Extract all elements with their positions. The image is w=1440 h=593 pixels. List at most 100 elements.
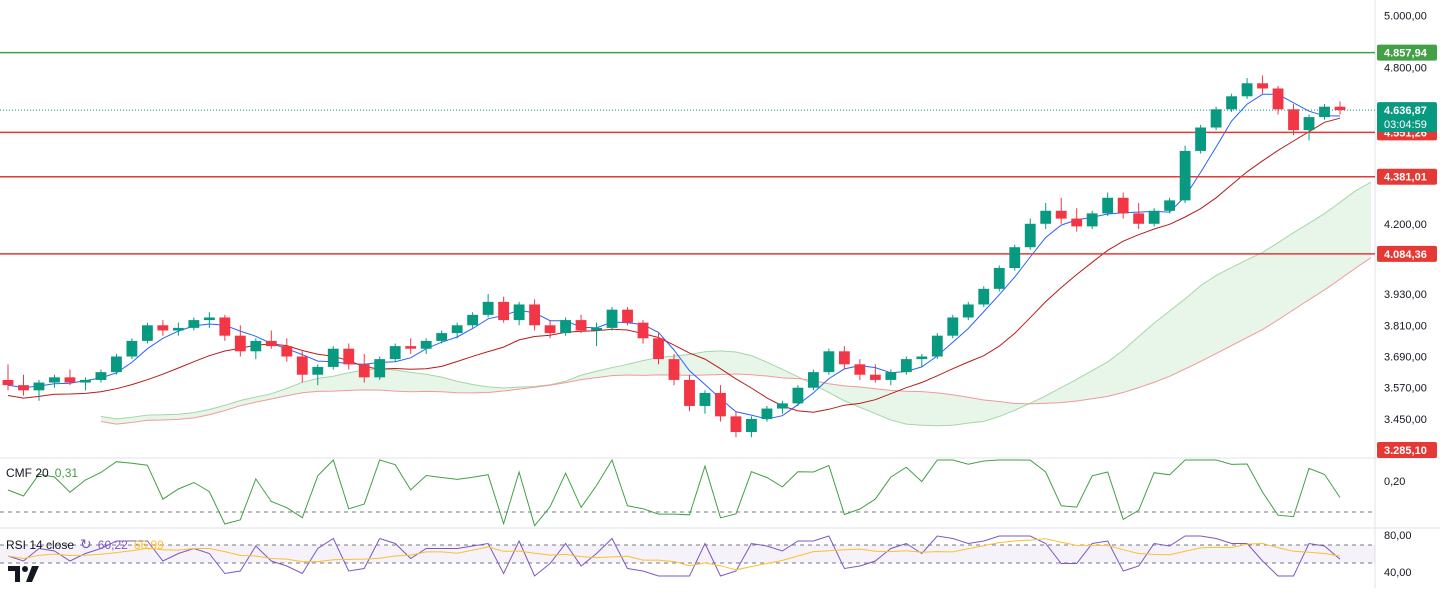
candle-body bbox=[95, 372, 107, 380]
candle-body bbox=[296, 356, 308, 375]
candle-body bbox=[1272, 88, 1284, 110]
candle-body bbox=[699, 392, 711, 406]
candle-body bbox=[916, 356, 928, 360]
candle-body bbox=[219, 317, 231, 336]
candle-body bbox=[80, 379, 91, 383]
candle-body bbox=[653, 338, 664, 360]
candle-body bbox=[900, 359, 912, 373]
candle-body bbox=[1040, 210, 1052, 224]
price-tick-label: 4.800,00 bbox=[1384, 63, 1427, 75]
cmf-title: CMF 20 bbox=[6, 466, 49, 480]
candle-body bbox=[823, 351, 835, 373]
candle-body bbox=[110, 356, 122, 373]
candle-body bbox=[947, 317, 959, 336]
candle-body bbox=[838, 351, 850, 365]
rsi-legend: RSI 14 close ↻ 60,22 66,99 bbox=[6, 536, 164, 553]
candle-body bbox=[2, 379, 14, 386]
rsi-ma-value: 66,99 bbox=[133, 537, 164, 552]
cmf-tick-label: 0,20 bbox=[1384, 476, 1405, 488]
candle-body bbox=[885, 372, 897, 380]
candle-body bbox=[513, 304, 525, 321]
candle-body bbox=[776, 403, 788, 409]
candle-body bbox=[1102, 197, 1114, 214]
candle-body bbox=[591, 327, 602, 331]
last-price-text: 4.636,87 bbox=[1384, 105, 1427, 117]
candle-body bbox=[420, 340, 432, 349]
level-badge-text: 4.084,36 bbox=[1384, 249, 1427, 261]
candle-body bbox=[1334, 106, 1346, 111]
candle-body bbox=[1117, 197, 1129, 214]
price-axis: 5.000,004.800,004.200,004.080,003.930,00… bbox=[1377, 11, 1437, 458]
candle-body bbox=[993, 268, 1005, 289]
level-badge-text: 4.857,94 bbox=[1384, 48, 1428, 60]
candle-body bbox=[1319, 106, 1330, 118]
price-tick-label: 3.810,00 bbox=[1384, 320, 1427, 332]
rsi-tick-label: 80,00 bbox=[1384, 530, 1412, 542]
candle-body bbox=[1009, 247, 1021, 269]
rsi-value: 60,22 bbox=[97, 537, 128, 552]
level-badge bbox=[1377, 442, 1437, 458]
candle-body bbox=[622, 309, 633, 323]
candle-body bbox=[668, 359, 680, 380]
price-tick-label: 5.000,00 bbox=[1384, 11, 1427, 23]
candle-body bbox=[931, 335, 943, 357]
candle-body bbox=[606, 309, 618, 328]
candle-body bbox=[203, 317, 215, 321]
candle-body bbox=[1241, 83, 1253, 97]
candle-body bbox=[405, 346, 417, 349]
candle-body bbox=[1164, 200, 1176, 211]
cmf-line bbox=[7, 458, 1341, 527]
candle-body bbox=[807, 372, 819, 388]
level-badge bbox=[1377, 44, 1437, 61]
candle-body bbox=[327, 348, 339, 367]
candle-body bbox=[761, 408, 773, 419]
span-b-line bbox=[100, 257, 1372, 425]
price-tick-label: 3.450,00 bbox=[1384, 414, 1427, 426]
candle-body bbox=[498, 301, 510, 321]
candle-body bbox=[529, 304, 541, 326]
candle-body bbox=[482, 301, 494, 315]
candle-body bbox=[172, 327, 184, 331]
price-tick-label: 3.570,00 bbox=[1384, 383, 1427, 395]
candle-body bbox=[281, 346, 293, 357]
price-tick-label: 4.200,00 bbox=[1384, 219, 1427, 231]
candle-body bbox=[64, 377, 76, 383]
level-badge bbox=[1377, 168, 1437, 185]
candle-body bbox=[1210, 109, 1222, 128]
candle-body bbox=[544, 325, 556, 334]
candle-body bbox=[1179, 150, 1191, 201]
candle-body bbox=[560, 320, 572, 334]
candle-body bbox=[962, 304, 974, 318]
candle-body bbox=[746, 418, 757, 432]
candle-body bbox=[265, 340, 277, 347]
candle-body bbox=[854, 364, 866, 375]
candle-body bbox=[1133, 213, 1145, 224]
rsi-band bbox=[0, 545, 1375, 563]
candle-body bbox=[1195, 127, 1207, 151]
candles bbox=[2, 75, 1346, 438]
candle-body bbox=[575, 320, 587, 331]
kijun-line bbox=[7, 117, 1341, 413]
candle-body bbox=[730, 416, 742, 432]
ichimoku-cloud bbox=[100, 181, 1372, 427]
level-badge bbox=[1377, 245, 1437, 262]
cmf-pane: 0,20 bbox=[0, 458, 1405, 527]
candle-body bbox=[234, 335, 246, 352]
rsi-ma-line bbox=[7, 538, 1341, 571]
level-badge-text: 3.285,10 bbox=[1384, 445, 1427, 457]
rsi-cycle-icon[interactable]: ↻ bbox=[80, 536, 92, 552]
candle-body bbox=[792, 387, 804, 404]
candle-body bbox=[1148, 210, 1160, 224]
candle-body bbox=[126, 340, 138, 357]
candle-body bbox=[1024, 223, 1036, 248]
candle-body bbox=[715, 392, 726, 417]
span-a-line bbox=[100, 181, 1372, 427]
candle-body bbox=[1303, 117, 1315, 131]
candle-body bbox=[684, 379, 695, 406]
rsi-tick-label: 40,00 bbox=[1384, 567, 1412, 579]
candle-body bbox=[374, 359, 386, 378]
candle-body bbox=[343, 348, 355, 365]
